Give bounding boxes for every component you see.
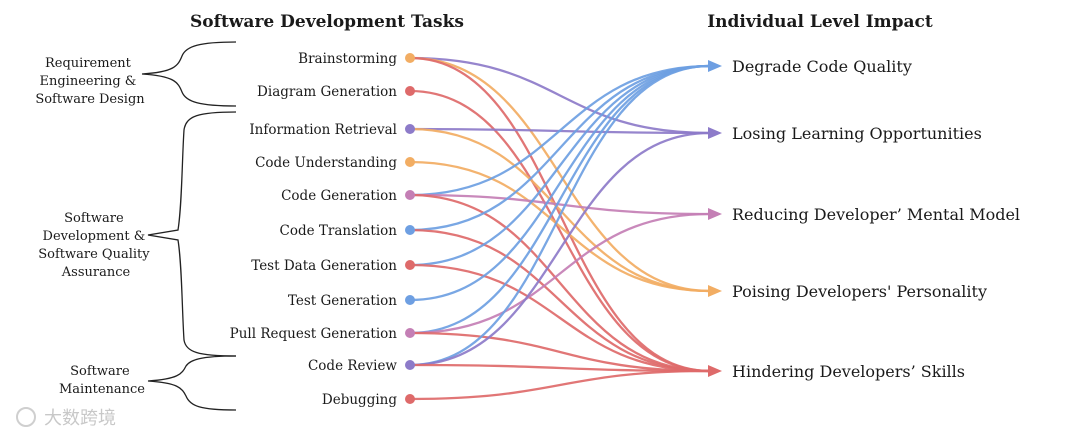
task-node-pull-request-generation — [405, 328, 415, 338]
link-code-translation-to-hindering-developers-skills — [409, 228, 711, 373]
task-label-pull-request-generation: Pull Request Generation — [230, 326, 398, 342]
impact-arrow-icon-reducing-developer-mental-model — [708, 208, 722, 220]
phase-line: Maintenance — [59, 382, 145, 397]
phase-label-maintenance: Software Maintenance — [59, 364, 145, 397]
task-node-test-data-generation — [405, 260, 415, 270]
link-code-understanding-to-poising-developers-personality — [409, 160, 711, 293]
link-code-generation-to-reducing-developer-mental-model — [409, 193, 711, 216]
task-label-code-translation: Code Translation — [280, 223, 398, 239]
phase-line: Engineering & — [39, 74, 136, 89]
watermark: 大数跨境 — [16, 407, 116, 429]
link-debugging-to-hindering-developers-skills — [409, 369, 711, 401]
right-column-title: Individual Level Impact — [707, 12, 933, 32]
watermark-text: 大数跨境 — [44, 408, 116, 429]
task-node-code-review — [405, 360, 415, 370]
link-test-data-generation-to-hindering-developers-skills — [409, 263, 711, 373]
task-label-test-data-generation: Test Data Generation — [251, 258, 397, 274]
task-label-code-review: Code Review — [308, 358, 397, 374]
link-code-review-to-hindering-developers-skills — [409, 363, 711, 373]
impact-label-degrade-code-quality: Degrade Code Quality — [732, 57, 912, 76]
watermark-logo-icon — [16, 407, 36, 427]
link-brainstorming-to-poising-developers-personality — [409, 56, 711, 293]
brace-maintenance — [147, 355, 237, 411]
link-code-review-to-losing-learning-opportunities — [409, 131, 711, 367]
task-label-information-retrieval: Information Retrieval — [249, 122, 397, 138]
link-pull-request-generation-to-degrade-code-quality — [409, 64, 711, 335]
task-node-code-understanding — [405, 157, 415, 167]
link-brainstorming-to-losing-learning-opportunities — [409, 56, 711, 135]
link-diagram-generation-to-hindering-developers-skills — [409, 89, 711, 373]
task-label-brainstorming: Brainstorming — [298, 51, 397, 67]
impact-arrow-icon-poising-developers-personality — [708, 285, 722, 297]
task-node-debugging — [405, 394, 415, 404]
impact-arrow-icon-hindering-developers-skills — [708, 365, 722, 377]
phase-line: Software Design — [35, 92, 145, 107]
impact-label-hindering-developers-skills: Hindering Developers’ Skills — [732, 362, 965, 381]
task-label-test-generation: Test Generation — [288, 293, 397, 309]
link-information-retrieval-to-poising-developers-personality — [409, 127, 711, 293]
task-node-brainstorming — [405, 53, 415, 63]
impact-label-poising-developers-personality: Poising Developers' Personality — [732, 282, 987, 301]
left-column-title: Software Development Tasks — [190, 12, 464, 32]
link-code-generation-to-hindering-developers-skills — [409, 193, 711, 373]
connection-links — [409, 56, 711, 401]
link-code-translation-to-degrade-code-quality — [409, 64, 711, 232]
brace-requirement-design — [141, 41, 237, 107]
impact-arrow-icon-degrade-code-quality — [708, 60, 722, 72]
phase-line: Requirement — [45, 56, 132, 71]
impact-arrow-icon-losing-learning-opportunities — [708, 127, 722, 139]
phase-label-requirement-design: Requirement Engineering & Software Desig… — [35, 56, 145, 107]
link-code-generation-to-degrade-code-quality — [409, 64, 711, 197]
phase-line: Development & — [43, 229, 146, 244]
link-pull-request-generation-to-hindering-developers-skills — [409, 331, 711, 373]
phase-line: Assurance — [61, 265, 131, 280]
task-node-code-translation — [405, 225, 415, 235]
brace-development-qa — [147, 111, 237, 357]
link-code-review-to-degrade-code-quality — [409, 64, 711, 367]
task-nodes: Brainstorming Diagram Generation Informati… — [230, 51, 415, 408]
phase-line: Software — [70, 364, 130, 379]
impact-nodes: Degrade Code Quality Losing Learning Oppo… — [708, 57, 1020, 381]
phase-braces — [141, 41, 237, 411]
task-node-information-retrieval — [405, 124, 415, 134]
phase-line: Software Quality — [38, 247, 150, 262]
phase-label-development-qa: Software Development & Software Quality … — [38, 211, 154, 280]
impact-label-losing-learning-opportunities: Losing Learning Opportunities — [732, 124, 982, 143]
link-test-generation-to-degrade-code-quality — [409, 64, 711, 302]
link-test-data-generation-to-degrade-code-quality — [409, 64, 711, 267]
impact-label-reducing-developer-mental-model: Reducing Developer’ Mental Model — [732, 205, 1020, 224]
task-node-diagram-generation — [405, 86, 415, 96]
task-node-test-generation — [405, 295, 415, 305]
task-label-code-understanding: Code Understanding — [255, 155, 397, 171]
link-pull-request-generation-to-reducing-developer-mental-model — [409, 212, 711, 335]
task-label-code-generation: Code Generation — [281, 188, 397, 204]
task-node-code-generation — [405, 190, 415, 200]
phase-line: Software — [64, 211, 124, 226]
task-label-debugging: Debugging — [322, 392, 397, 408]
task-label-diagram-generation: Diagram Generation — [257, 84, 397, 100]
